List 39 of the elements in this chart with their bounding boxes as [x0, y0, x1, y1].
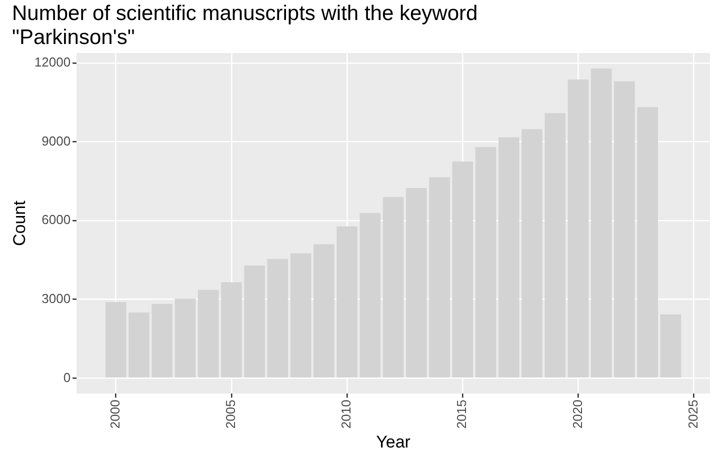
- bar: [614, 81, 635, 378]
- x-tick-label: 2025: [685, 400, 700, 429]
- bar: [221, 282, 242, 378]
- bar: [475, 147, 496, 378]
- bar: [336, 226, 358, 378]
- bar: [382, 196, 404, 378]
- bar: [522, 129, 542, 378]
- bar: [290, 253, 312, 378]
- y-tick-label: 6000: [42, 212, 71, 228]
- x-tick-label: 2010: [338, 400, 354, 429]
- bar: [452, 161, 474, 378]
- x-tick-label: 2000: [107, 400, 122, 429]
- y-tick-label: 0: [63, 370, 71, 385]
- bar: [406, 188, 427, 378]
- bar: [429, 177, 450, 378]
- bar: [498, 137, 520, 378]
- bar: [360, 212, 381, 378]
- x-tick-label: 2005: [223, 400, 238, 429]
- y-axis-title: Count: [10, 200, 29, 246]
- x-tick-label: 2020: [570, 400, 585, 429]
- x-axis-title: Year: [376, 432, 411, 452]
- bar: [637, 107, 658, 378]
- x-tick-label: 2015: [454, 400, 470, 429]
- bar: [590, 68, 612, 378]
- bar: [314, 244, 334, 378]
- bar: [198, 290, 219, 378]
- y-tick-label: 12000: [34, 54, 71, 70]
- bar: [568, 80, 589, 378]
- bar: [105, 302, 126, 378]
- bar: [244, 266, 265, 378]
- bar: [174, 298, 196, 378]
- chart-title: Number of scientific manuscripts with the keyword "Parkinson's": [12, 2, 479, 50]
- y-tick-label: 3000: [42, 290, 71, 306]
- y-tick-label: 9000: [42, 133, 71, 148]
- bar: [267, 258, 288, 378]
- bar: [128, 312, 150, 378]
- bar: [544, 113, 566, 378]
- bar: [660, 314, 682, 378]
- bar: [152, 304, 172, 378]
